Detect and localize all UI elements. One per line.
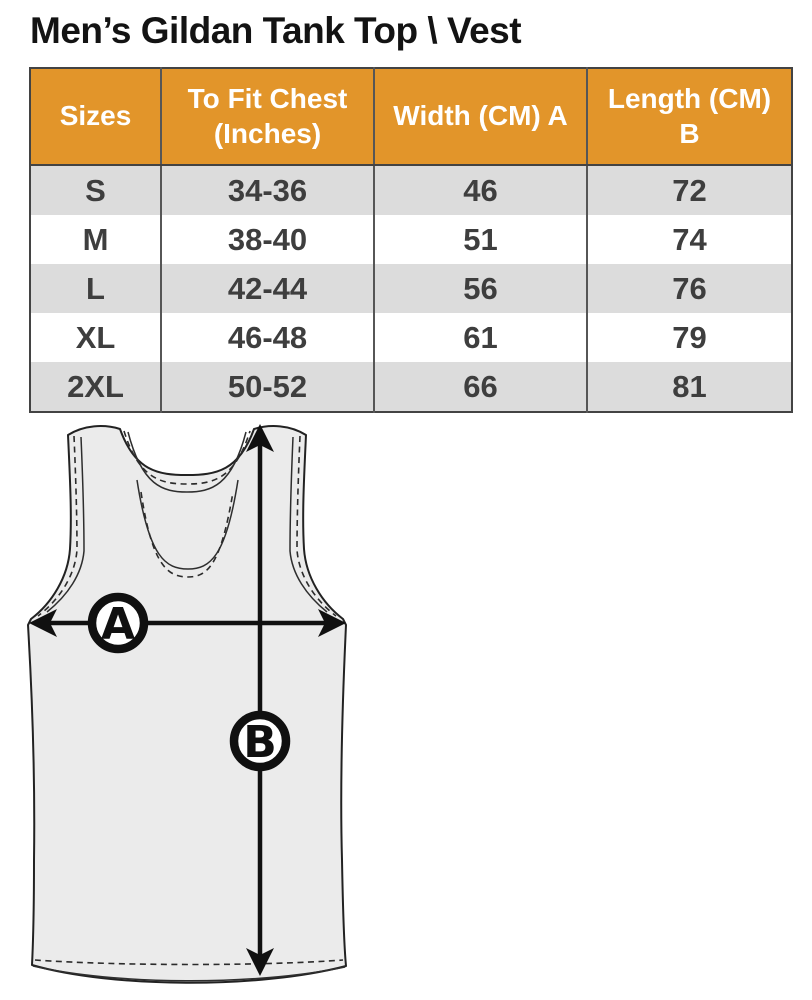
- width-cell: 56: [373, 264, 587, 313]
- length-cell: 74: [586, 215, 792, 264]
- front-neck-stitch: [140, 491, 234, 578]
- header-row: Sizes To Fit Chest (Inches) Width (CM) A…: [30, 68, 792, 166]
- table-row: S 34-36 46 72: [30, 165, 792, 215]
- width-cell: 51: [373, 215, 587, 264]
- length-cell: 76: [586, 264, 792, 313]
- length-cell: 72: [586, 165, 792, 215]
- width-measure-arrow: [29, 609, 346, 637]
- width-cell: 61: [373, 313, 587, 362]
- table-row: 2XL 50-52 66 81: [30, 362, 792, 412]
- chest-cell: 42-44: [160, 264, 374, 313]
- neckline-binding-seam: [127, 431, 247, 493]
- width-cell: 66: [373, 362, 587, 412]
- chest-cell: 50-52: [160, 362, 374, 412]
- width-badge: A: [87, 592, 149, 654]
- length-cell: 79: [586, 313, 792, 362]
- tank-top-outline: [27, 425, 347, 984]
- arrow-up-head-icon: [246, 424, 274, 452]
- arrow-left-head-icon: [29, 609, 57, 637]
- length-cell: 81: [586, 362, 792, 412]
- left-armhole-seam: [46, 436, 85, 613]
- chest-cell: 38-40: [160, 215, 374, 264]
- table-row: L 42-44 56 76: [30, 264, 792, 313]
- length-badge: B: [229, 710, 291, 772]
- width-cell: 46: [373, 165, 587, 215]
- size-table-header: Sizes To Fit Chest (Inches) Width (CM) A…: [30, 68, 792, 166]
- size-cell: L: [86, 270, 105, 306]
- page-title: Men’s Gildan Tank Top \ Vest: [30, 10, 522, 51]
- arrow-down-head-icon: [246, 948, 274, 976]
- front-neck-seam: [136, 479, 239, 570]
- length-badge-label: B: [243, 717, 277, 768]
- size-cell: 2XL: [67, 368, 124, 404]
- right-armhole-seam: [289, 436, 328, 613]
- size-cell: S: [85, 172, 106, 208]
- size-cell: M: [82, 221, 109, 257]
- size-table-body: S 34-36 46 72 M 38-40 51 74 L 42-44 56 7…: [30, 165, 792, 412]
- table-row: M 38-40 51 74: [30, 215, 792, 264]
- width-badge-label: A: [101, 599, 135, 650]
- size-table: Sizes To Fit Chest (Inches) Width (CM) A…: [29, 67, 793, 413]
- hem-stitch: [34, 959, 344, 966]
- size-cell: XL: [75, 319, 116, 355]
- col-header-width: Width (CM) A: [373, 68, 587, 166]
- hem-fold-seam: [32, 965, 346, 982]
- arrow-right-head-icon: [318, 609, 346, 637]
- table-row: XL 46-48 61 79: [30, 313, 792, 362]
- chest-cell: 46-48: [160, 313, 374, 362]
- col-header-chest: To Fit Chest (Inches): [160, 68, 374, 166]
- col-header-length: Length (CM) B: [586, 68, 792, 166]
- length-measure-arrow: [246, 424, 274, 976]
- col-header-sizes: Sizes: [30, 68, 161, 166]
- chest-cell: 34-36: [160, 165, 374, 215]
